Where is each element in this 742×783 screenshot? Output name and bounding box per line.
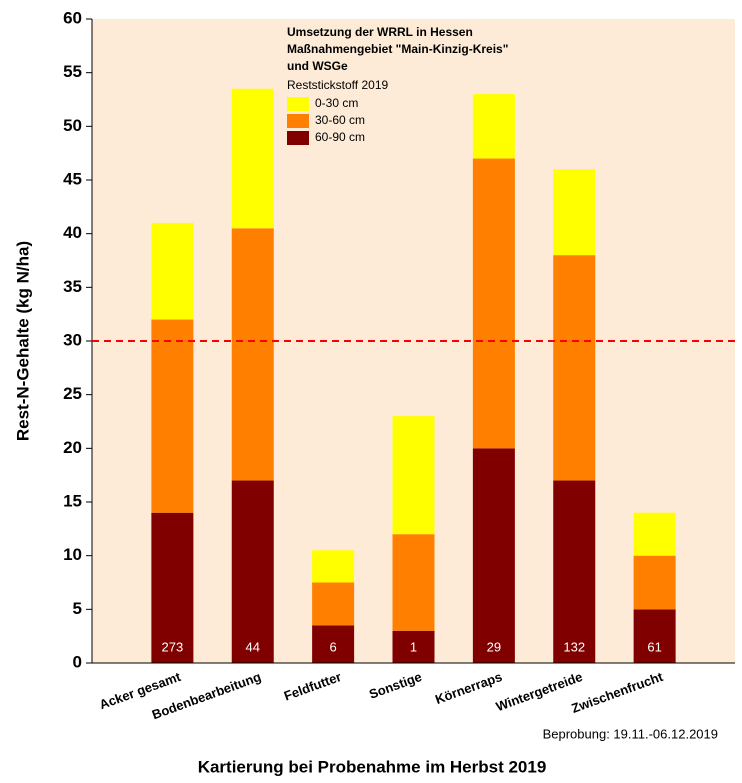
legend-title: Umsetzung der WRRL in Hessen [287, 25, 473, 39]
legend-title: Maßnahmengebiet "Main-Kinzig-Kreis" [287, 42, 508, 56]
bar-segment [633, 512, 676, 556]
y-tick-label: 15 [63, 491, 82, 510]
footnote: Beprobung: 19.11.-06.12.2019 [543, 726, 718, 741]
legend-swatch [287, 114, 309, 128]
legend-label: 0-30 cm [315, 96, 358, 110]
sample-count: 273 [162, 639, 184, 654]
y-tick-label: 55 [63, 62, 82, 81]
legend-swatch [287, 131, 309, 145]
bar-segment [312, 582, 355, 626]
bar-segment [633, 555, 676, 610]
legend-label: 60-90 cm [315, 130, 365, 144]
bar-segment [553, 480, 596, 663]
y-tick-label: 40 [63, 223, 82, 242]
sample-count: 44 [246, 639, 260, 654]
bar-segment [151, 512, 194, 663]
x-tick-label: Zwischenfrucht [569, 669, 665, 716]
x-tick-label: Feldfutter [282, 669, 343, 704]
bar-segment [633, 609, 676, 663]
bar-segment [231, 228, 274, 481]
y-tick-label: 50 [63, 116, 82, 135]
y-tick-label: 10 [63, 545, 82, 564]
y-tick-label: 5 [73, 599, 82, 618]
sample-count: 132 [563, 639, 585, 654]
sample-count: 29 [487, 639, 501, 654]
bar-segment [553, 169, 596, 256]
y-tick-label: 0 [73, 652, 82, 671]
bar-segment [553, 255, 596, 481]
legend-label: 30-60 cm [315, 113, 365, 127]
bar-segment [392, 630, 435, 663]
y-tick-label: 20 [63, 438, 82, 457]
y-tick-label: 35 [63, 277, 82, 296]
bar-segment [312, 625, 355, 663]
bar-segment [392, 534, 435, 631]
bar-segment [231, 480, 274, 663]
sample-count: 6 [330, 639, 337, 654]
y-tick-label: 25 [63, 384, 82, 403]
bar-segment [151, 222, 194, 320]
bar-segment [472, 94, 515, 159]
y-tick-label: 45 [63, 169, 82, 188]
y-tick-label: 30 [63, 330, 82, 349]
bar-segment [472, 158, 515, 449]
sample-count: 61 [647, 639, 661, 654]
bar-segment [151, 319, 194, 513]
legend-subtitle: Reststickstoff 2019 [287, 78, 388, 92]
bar-segment [312, 550, 355, 583]
y-axis-title: Rest-N-Gehalte (kg N/ha) [13, 241, 32, 441]
sample-count: 1 [410, 639, 417, 654]
bar-segment [392, 416, 435, 535]
y-tick-label: 60 [63, 8, 82, 27]
legend-swatch [287, 97, 309, 111]
x-axis-title: Kartierung bei Probenahme im Herbst 2019 [198, 757, 547, 776]
legend-title: und WSGe [287, 59, 348, 73]
bar-segment [231, 88, 274, 229]
bar-segment [472, 448, 515, 663]
x-tick-label: Sonstige [367, 669, 424, 702]
